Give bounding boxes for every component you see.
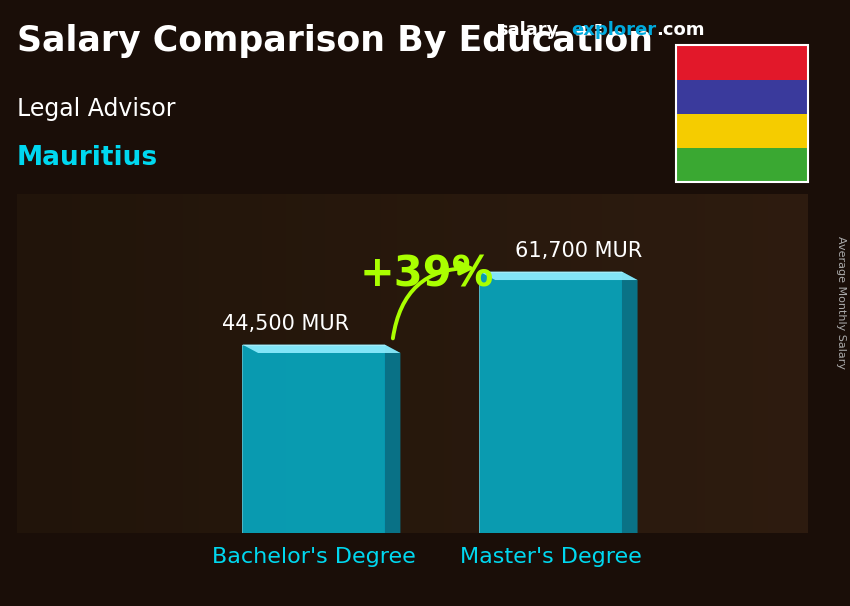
Polygon shape <box>242 344 400 353</box>
Text: .com: .com <box>656 21 705 39</box>
Text: Mauritius: Mauritius <box>17 145 158 171</box>
Polygon shape <box>479 271 621 533</box>
Text: Master's Degree: Master's Degree <box>460 547 642 567</box>
Text: Bachelor's Degree: Bachelor's Degree <box>212 547 416 567</box>
Polygon shape <box>621 271 638 533</box>
Text: Legal Advisor: Legal Advisor <box>17 97 175 121</box>
Text: +39%: +39% <box>360 253 494 295</box>
Text: 61,700 MUR: 61,700 MUR <box>514 241 642 261</box>
FancyArrowPatch shape <box>393 262 470 338</box>
Text: Salary Comparison By Education: Salary Comparison By Education <box>17 24 653 58</box>
Text: Average Monthly Salary: Average Monthly Salary <box>836 236 846 370</box>
Polygon shape <box>479 271 638 280</box>
Polygon shape <box>242 344 384 533</box>
Polygon shape <box>384 344 400 533</box>
Text: explorer: explorer <box>571 21 656 39</box>
Text: salary: salary <box>497 21 558 39</box>
Text: 44,500 MUR: 44,500 MUR <box>222 315 349 335</box>
